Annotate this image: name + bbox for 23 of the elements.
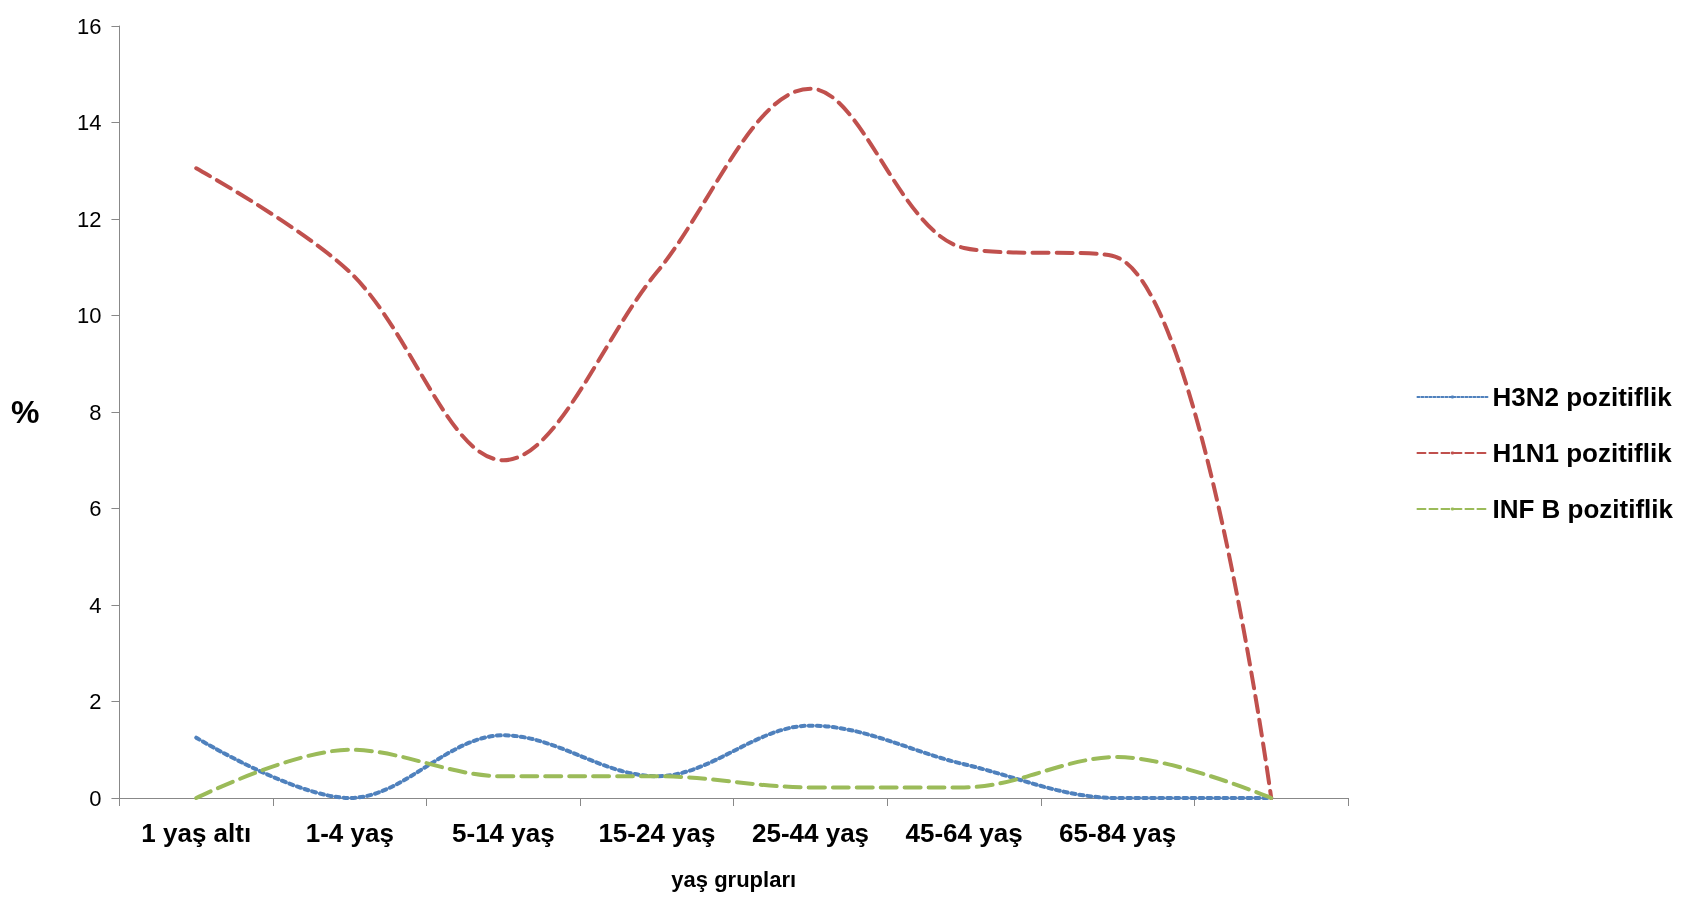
legend-label: H1N1 pozitiflik [1492, 438, 1673, 468]
legend-label: INF B pozitiflik [1492, 494, 1674, 524]
x-tick-label: 5-14 yaş [452, 818, 555, 848]
line-series [194, 747, 1274, 800]
x-tick-label: 1-4 yaş [305, 818, 394, 848]
x-tick-label: 15-24 yaş [598, 818, 716, 848]
x-tick-label: 1 yaş altı [141, 818, 252, 848]
y-tick-label: 6 [89, 496, 102, 521]
legend-label: H3N2 pozitiflik [1492, 382, 1673, 412]
x-tick-label: 25-44 yaş [751, 818, 870, 848]
y-tick-label: 4 [89, 592, 102, 618]
x-tick-label: 65-84 yaş [1059, 818, 1177, 848]
y-tick-label: 16 [76, 13, 102, 39]
line-series [194, 86, 1274, 800]
x-axis-title: yaş grupları [671, 866, 797, 892]
y-axis-title: % [11, 394, 40, 430]
y-tick-label: 10 [76, 303, 102, 328]
y-tick-label: 14 [76, 110, 102, 135]
y-tick-label: 8 [89, 399, 102, 425]
y-tick-label: 0 [89, 785, 102, 811]
x-tick-label: 45-64 yaş [905, 818, 1023, 848]
y-tick-label: 12 [76, 206, 102, 232]
y-tick-label: 2 [89, 689, 102, 714]
